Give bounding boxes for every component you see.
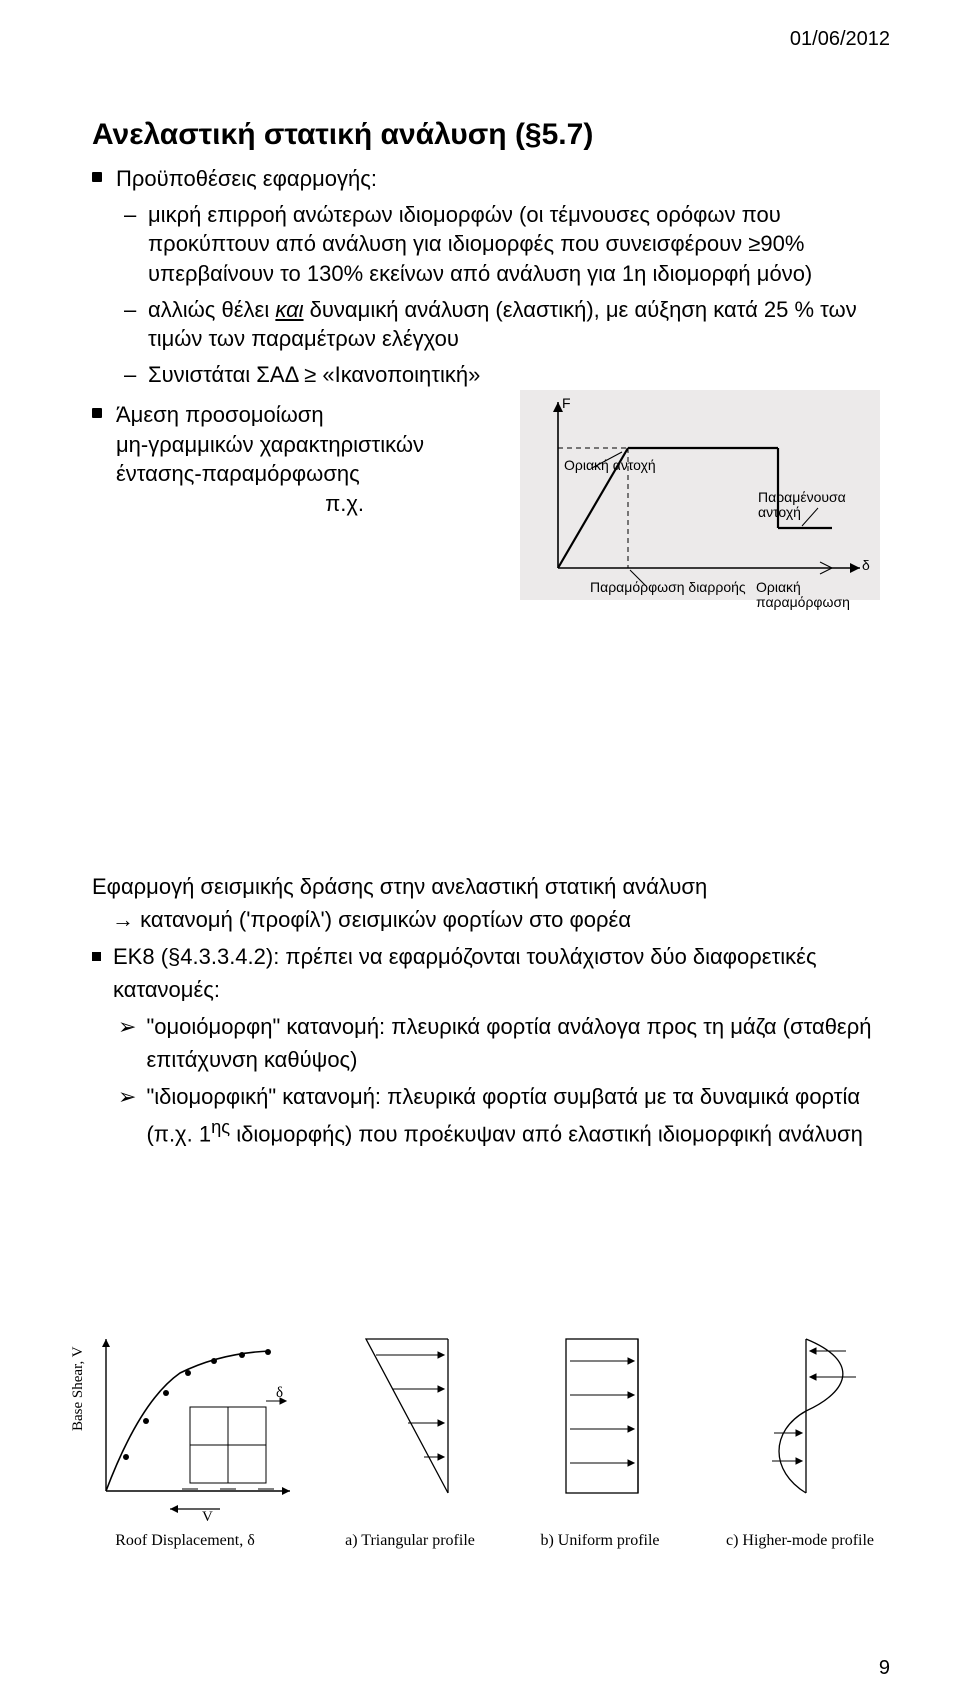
simulation-line-1: Άμεση προσομοίωση: [116, 400, 424, 430]
svg-text:δ: δ: [276, 1385, 283, 1401]
bullet-dot-icon: [92, 408, 102, 418]
bullet-preconditions: Προϋποθέσεις εφαρμογής:: [92, 164, 882, 194]
fig-a-caption: Roof Displacement, δ: [70, 1532, 300, 1550]
profiles-figure-row: Base Shear, V: [70, 1300, 890, 1550]
s2-intro-1: Εφαρμογή σεισμικής δράσης στην ανελαστικ…: [92, 870, 882, 903]
uniform-profile: [520, 1321, 680, 1521]
diagram-label-ydeform: Παραμόρφωση διαρροής: [590, 580, 746, 595]
svg-text:Base Shear, V: Base Shear, V: [70, 1346, 86, 1431]
dash-icon: –: [124, 200, 138, 230]
precondition-2-text: αλλιώς θέλει και δυναμική ανάλυση (ελαστ…: [148, 295, 882, 354]
bullet-simulation: Άμεση προσομοίωση μη-γραμμικών χαρακτηρι…: [92, 400, 502, 519]
f-delta-diagram: F Οριακή αντοχή Παραμένουσα αντοχή Παραμ…: [520, 390, 880, 600]
simulation-line-3: έντασης-παραμόρφωσης: [116, 459, 424, 489]
bullet-dot-icon: [92, 172, 102, 182]
simulation-tail: π.χ.: [116, 489, 424, 519]
dist-modal: ➢ "ιδιομορφική" κατανομή: πλευρικά φορτί…: [118, 1080, 882, 1150]
diagram-label-f: F: [562, 396, 571, 411]
dist-uniform-text: "ομοιόμορφη" κατανομή: πλευρικά φορτία α…: [146, 1010, 882, 1076]
dist-uniform: ➢ "ομοιόμορφη" κατανομή: πλευρικά φορτία…: [118, 1010, 882, 1076]
svg-text:V: V: [202, 1509, 213, 1521]
section-1-title: Ανελαστική στατική ανάλυση (§5.7): [92, 118, 882, 152]
preconditions-label: Προϋποθέσεις εφαρμογής:: [116, 164, 377, 194]
chevron-icon: ➢: [118, 1080, 136, 1113]
fig-c-caption: b) Uniform profile: [520, 1532, 680, 1550]
section-1: Ανελαστική στατική ανάλυση (§5.7) Προϋπο…: [92, 118, 882, 600]
fig-d-caption: c) Higher-mode profile: [710, 1532, 890, 1550]
diagram-label-capacity: Οριακή αντοχή: [564, 458, 656, 473]
dash-icon: –: [124, 360, 138, 390]
dash-icon: –: [124, 295, 138, 325]
chevron-icon: ➢: [118, 1010, 136, 1043]
simulation-line-2: μη-γραμμικών χαρακτηριστικών: [116, 430, 424, 460]
fig-b-caption: a) Triangular profile: [330, 1532, 490, 1550]
diagram-label-udeform: Οριακή παραμόρφωση: [756, 580, 880, 611]
diagram-label-residual: Παραμένουσα αντοχή: [758, 490, 880, 521]
higher-mode-profile: [710, 1321, 890, 1521]
ek8-bullet: ΕΚ8 (§4.3.3.4.2): πρέπει να εφαρμόζονται…: [92, 940, 882, 1006]
page-number: 9: [879, 1657, 890, 1680]
precondition-1-text: μικρή επιρροή ανώτερων ιδιομορφών (οι τέ…: [148, 200, 882, 289]
page-date: 01/06/2012: [790, 28, 890, 51]
precondition-item-2: – αλλιώς θέλει και δυναμική ανάλυση (ελα…: [124, 295, 882, 354]
triangular-profile: [330, 1321, 490, 1521]
ek8-text: ΕΚ8 (§4.3.3.4.2): πρέπει να εφαρμόζονται…: [113, 940, 882, 1006]
precondition-item-3: – Συνιστάται ΣΑΔ ≥ «Ικανοποιητική»: [124, 360, 882, 390]
diagram-label-delta: δ: [862, 558, 870, 573]
section-2: Εφαρμογή σεισμικής δράσης στην ανελαστικ…: [92, 870, 882, 1150]
precondition-item-1: – μικρή επιρροή ανώτερων ιδιομορφών (οι …: [124, 200, 882, 289]
precondition-3-text: Συνιστάται ΣΑΔ ≥ «Ικανοποιητική»: [148, 360, 480, 390]
s2-intro-2: κατανομή ('προφίλ') σεισμικών φορτίων στ…: [112, 903, 882, 936]
square-bullet-icon: [92, 952, 101, 961]
pushover-curve: Base Shear, V: [70, 1321, 300, 1521]
dist-modal-text: "ιδιομορφική" κατανομή: πλευρικά φορτία …: [146, 1080, 882, 1150]
